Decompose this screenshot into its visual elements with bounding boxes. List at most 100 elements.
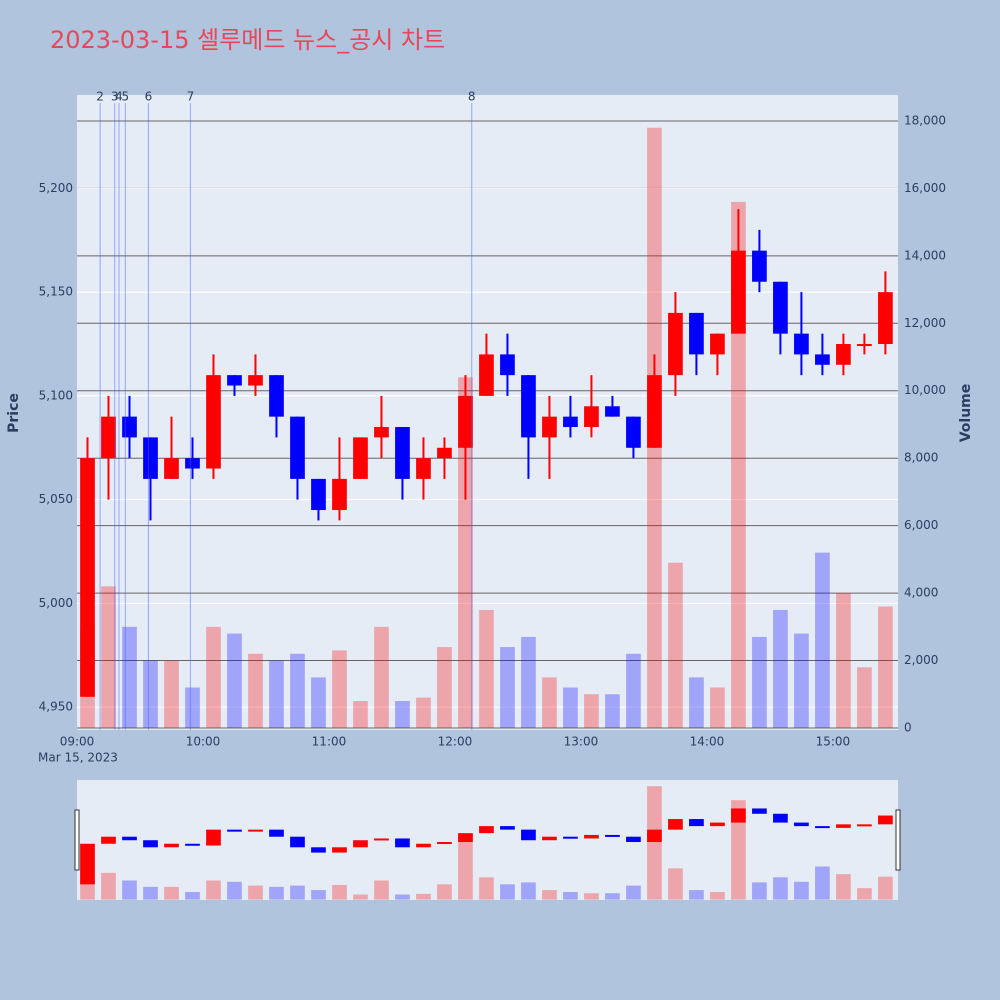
candle-body bbox=[563, 416, 578, 428]
volume-bar bbox=[605, 694, 620, 728]
slider-candle bbox=[185, 843, 200, 846]
slider-candle bbox=[689, 819, 704, 827]
candle-body bbox=[122, 416, 137, 438]
slider-candle bbox=[143, 840, 158, 848]
slider-volume-bar bbox=[437, 884, 452, 900]
slider-volume-bar bbox=[122, 880, 137, 900]
slider-volume-bar bbox=[605, 893, 620, 900]
volume-bar bbox=[143, 660, 158, 728]
slider-candle bbox=[878, 815, 893, 825]
y-axis-title: Price bbox=[6, 393, 22, 433]
candle-body bbox=[143, 437, 158, 479]
volume-bar bbox=[689, 677, 704, 728]
slider-volume-bar bbox=[332, 884, 347, 900]
chart-title: 2023-03-15 셀루메드 뉴스_공시 차트 bbox=[50, 26, 445, 54]
volume-bar bbox=[668, 562, 683, 728]
candle-body bbox=[542, 416, 557, 438]
volume-bar bbox=[353, 700, 368, 728]
slider-candle bbox=[710, 822, 725, 827]
slider-candle bbox=[290, 836, 305, 848]
candle-body bbox=[521, 375, 536, 438]
slider-candle bbox=[731, 808, 746, 823]
slider-candle bbox=[563, 836, 578, 839]
slider-volume-bar bbox=[143, 886, 158, 900]
slider-candle bbox=[500, 826, 515, 830]
candle-body bbox=[500, 354, 515, 376]
candle-body bbox=[227, 375, 242, 386]
slider-volume-bar bbox=[248, 885, 263, 900]
volume-bar bbox=[185, 687, 200, 728]
slider-volume-bar bbox=[584, 893, 599, 900]
volume-bar bbox=[395, 700, 410, 728]
candle-body bbox=[416, 458, 431, 479]
slider-volume-bar bbox=[206, 880, 221, 900]
volume-bar bbox=[248, 653, 263, 728]
slider-candle bbox=[857, 824, 872, 827]
slider-handle[interactable] bbox=[74, 809, 80, 871]
slider-volume-bar bbox=[689, 890, 704, 900]
candle-body bbox=[101, 416, 116, 459]
y2-tick-label: 16,000 bbox=[904, 181, 946, 195]
candle-body bbox=[857, 344, 872, 347]
volume-bar bbox=[269, 660, 284, 728]
slider-candle bbox=[773, 813, 788, 823]
slider-volume-bar bbox=[752, 882, 767, 900]
x-tick-label: 14:00 bbox=[690, 735, 725, 749]
volume-bar bbox=[542, 677, 557, 728]
slider-volume-bar bbox=[542, 890, 557, 900]
y2-tick-label: 10,000 bbox=[904, 383, 946, 397]
candle-body bbox=[311, 478, 326, 511]
slider-volume-bar bbox=[311, 890, 326, 900]
candle-body bbox=[668, 312, 683, 376]
slider-handle[interactable] bbox=[895, 809, 901, 871]
y2-tick-label: 2,000 bbox=[904, 653, 938, 667]
slider-candle bbox=[647, 829, 662, 842]
slider-candle bbox=[101, 836, 116, 844]
y2-tick-label: 4,000 bbox=[904, 586, 938, 600]
candle-body bbox=[185, 458, 200, 469]
volume-bar bbox=[857, 667, 872, 728]
volume-bar bbox=[332, 650, 347, 728]
news-label: 8 bbox=[468, 90, 476, 104]
slider-volume-bar bbox=[731, 800, 746, 900]
slider-volume-bar bbox=[290, 885, 305, 900]
slider-candle bbox=[416, 843, 431, 848]
slider-volume-bar bbox=[164, 886, 179, 900]
volume-bar bbox=[458, 377, 473, 728]
slider-candle bbox=[80, 843, 95, 885]
volume-bar bbox=[227, 633, 242, 728]
x-tick-label: 09:00 bbox=[60, 735, 95, 749]
y2-tick-label: 6,000 bbox=[904, 518, 938, 532]
candle-body bbox=[374, 427, 389, 438]
volume-bar bbox=[815, 552, 830, 728]
slider-volume-bar bbox=[563, 891, 578, 900]
news-label: 6 bbox=[145, 90, 153, 104]
y-tick-label: 5,200 bbox=[39, 181, 73, 195]
y2-tick-label: 0 bbox=[904, 720, 912, 734]
slider-volume-bar bbox=[500, 884, 515, 900]
slider-candle bbox=[395, 838, 410, 848]
volume-bar bbox=[206, 626, 221, 728]
y2-tick-label: 14,000 bbox=[904, 248, 946, 262]
slider-volume-bar bbox=[773, 877, 788, 900]
slider-volume-bar bbox=[374, 880, 389, 900]
candle-body bbox=[647, 375, 662, 448]
volume-bar bbox=[878, 606, 893, 728]
slider-candle bbox=[374, 838, 389, 841]
slider-candle bbox=[311, 847, 326, 853]
candle-body bbox=[731, 250, 746, 334]
slider-volume-bar bbox=[353, 894, 368, 900]
slider-candle bbox=[815, 826, 830, 829]
slider-candle bbox=[269, 829, 284, 837]
candle-body bbox=[815, 354, 830, 365]
slider-volume-bar bbox=[836, 874, 851, 900]
news-label: 7 bbox=[187, 90, 195, 104]
x-tick-label: 12:00 bbox=[438, 735, 473, 749]
volume-bar bbox=[311, 677, 326, 728]
volume-bar bbox=[416, 697, 431, 728]
candle-body bbox=[479, 354, 494, 396]
slider-volume-bar bbox=[647, 786, 662, 900]
x-tick-label: 11:00 bbox=[312, 735, 347, 749]
slider-candle bbox=[668, 819, 683, 830]
slider-volume-bar bbox=[668, 868, 683, 900]
